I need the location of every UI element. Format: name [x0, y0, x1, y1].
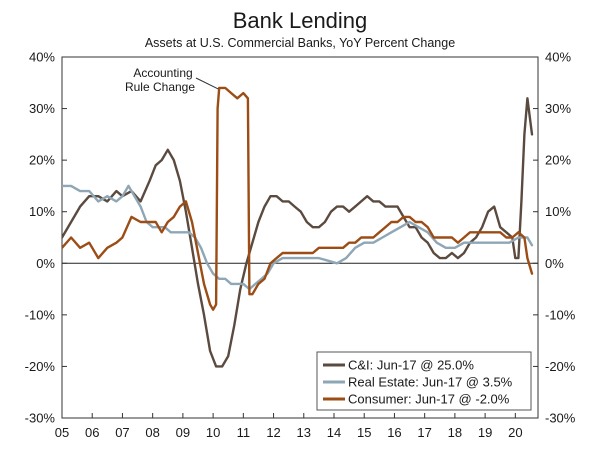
x-tick-label: 11 — [237, 425, 251, 440]
y-tick-label-right: 40% — [545, 50, 571, 65]
y-tick-label-right: -30% — [545, 411, 576, 426]
y-tick-label-right: -20% — [545, 359, 576, 374]
y-tick-label-left: 40% — [29, 50, 55, 65]
x-tick-label: 15 — [357, 425, 371, 440]
x-tick-label: 05 — [55, 425, 69, 440]
x-tick-label: 07 — [115, 425, 129, 440]
y-tick-label-right: -10% — [545, 307, 576, 322]
x-tick-label: 09 — [176, 425, 190, 440]
y-tick-label-left: 0% — [36, 256, 55, 271]
series-layer — [62, 86, 534, 368]
x-tick-label: 14 — [327, 425, 341, 440]
y-tick-label-right: 0% — [545, 256, 564, 271]
x-tick-label: 08 — [145, 425, 159, 440]
legend-label: C&I: Jun-17 @ 25.0% — [348, 358, 474, 373]
y-tick-label-left: 20% — [29, 153, 55, 168]
legend-label: Real Estate: Jun-17 @ 3.5% — [348, 375, 513, 390]
x-tick-label: 17 — [417, 425, 431, 440]
annotation-leader — [195, 77, 219, 90]
y-tick-label-right: 20% — [545, 153, 571, 168]
x-tick-label: 13 — [297, 425, 311, 440]
annotation-text: Rule Change — [125, 80, 195, 94]
x-tick-label: 18 — [448, 425, 462, 440]
y-tick-label-left: 10% — [29, 204, 55, 219]
series-line-2 — [62, 184, 534, 291]
y-tick-label-left: -30% — [25, 411, 56, 426]
legend-label: Consumer: Jun-17 @ -2.0% — [348, 392, 510, 407]
x-tick-label: 20 — [508, 425, 522, 440]
y-tick-label-left: 30% — [29, 101, 55, 116]
x-tick-label: 16 — [387, 425, 401, 440]
legend-box — [316, 351, 532, 411]
x-tick-label: 10 — [206, 425, 220, 440]
legend: C&I: Jun-17 @ 25.0% Real Estate: Jun-17 @… — [316, 351, 532, 411]
y-tick-label-left: -20% — [25, 359, 56, 374]
chart-subtitle: Assets at U.S. Commercial Banks, YoY Per… — [145, 36, 455, 50]
x-tick-label: 12 — [266, 425, 280, 440]
x-tick-label: 06 — [85, 425, 99, 440]
series-line-3 — [62, 86, 534, 311]
axes: -30% -30% -20% -20% -10% -10% 0% 0% 10% 10% 20% 20%… — [25, 50, 576, 441]
x-tick-label: 19 — [478, 425, 492, 440]
y-tick-label-right: 10% — [545, 204, 571, 219]
y-tick-label-left: -10% — [25, 307, 56, 322]
series-line-1 — [62, 97, 534, 368]
chart-title: Bank Lending — [233, 8, 368, 33]
annotation-text: Accounting — [133, 66, 192, 80]
y-tick-label-right: 30% — [545, 101, 571, 116]
